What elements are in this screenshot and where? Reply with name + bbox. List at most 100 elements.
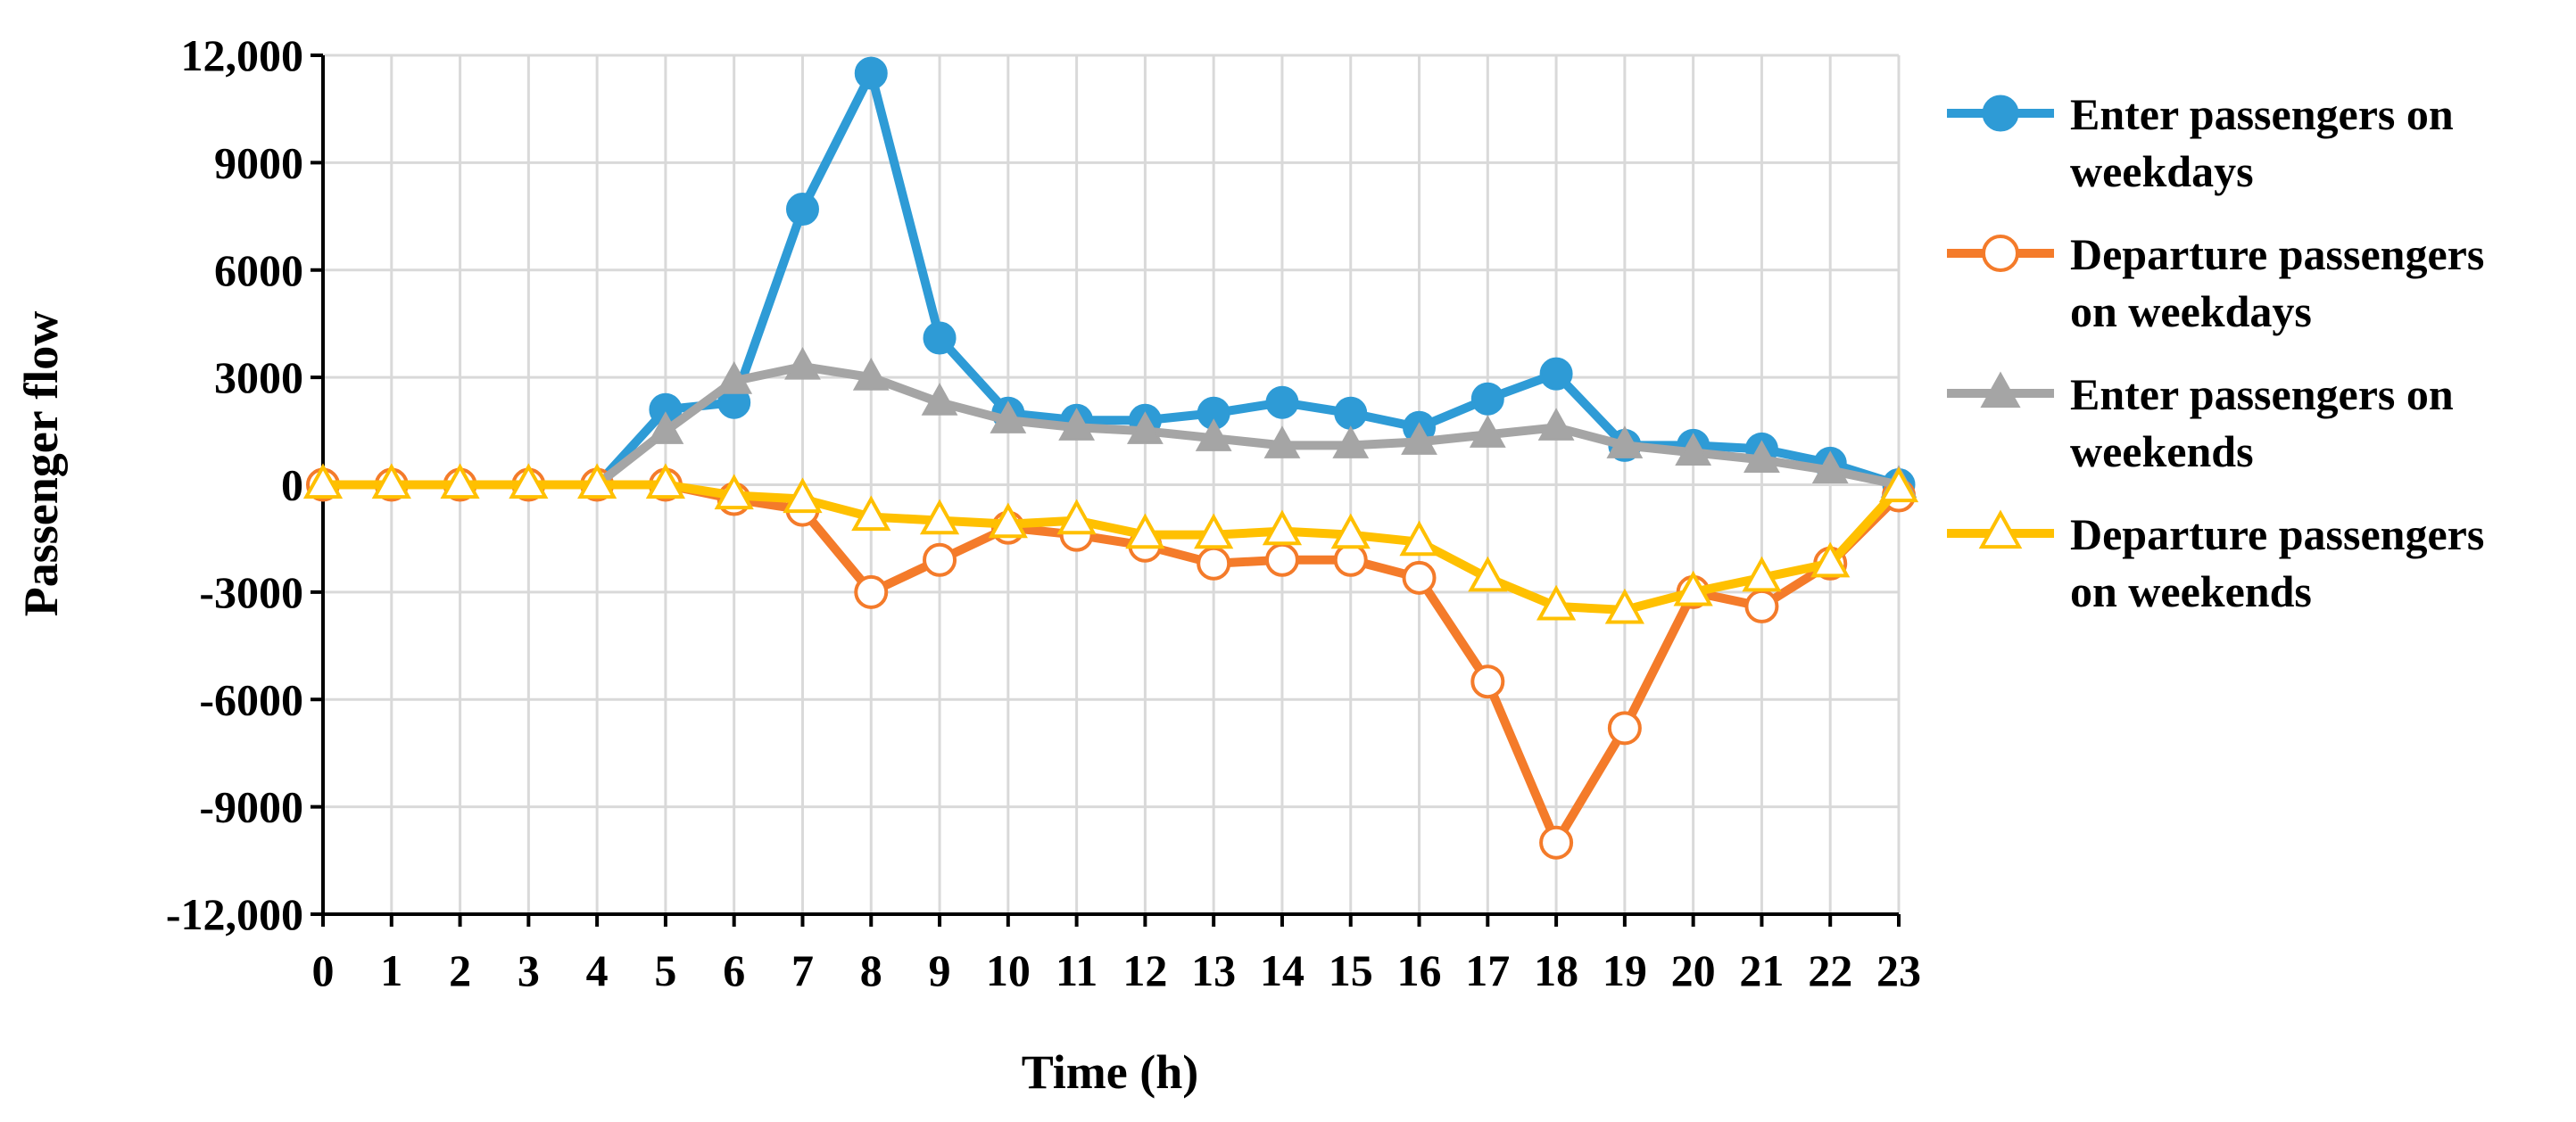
series-line [319,362,1903,490]
data-point [1330,513,1371,549]
x-tick-label: 0 [312,945,335,995]
x-tick-label: 17 [1465,945,1510,995]
data-point [1469,415,1506,448]
legend-entry-3: Enter passengers on weekends [1947,369,2454,476]
data-point [1675,433,1712,466]
x-tick-label: 5 [654,945,676,995]
data-point [851,495,891,532]
legend-marker [1982,235,2019,272]
y-tick-label: -12,000 [166,889,303,939]
data-point [1195,418,1232,451]
x-tick-label: 11 [1056,945,1097,995]
data-point [1399,520,1439,557]
data-point [1744,589,1779,623]
x-tick-label: 23 [1876,945,1921,995]
data-point [1401,422,1437,455]
data-point [1125,513,1165,549]
series-4 [302,463,1919,624]
legend-label: Departure passengers [2070,229,2484,279]
data-point [1333,542,1368,577]
data-point [1334,396,1368,430]
legend-entry-2: Departure passengers on weekdays [1947,229,2484,336]
data-point [1536,584,1577,621]
data-point [716,361,753,394]
data-point [1126,411,1164,444]
x-tick-label: 9 [929,945,951,995]
data-point [919,499,960,535]
series-line [319,480,1903,847]
data-point [1744,440,1780,473]
legend-label: weekends [2070,426,2254,476]
x-tick-label: 2 [449,945,471,995]
y-tick-label: 0 [281,460,303,510]
y-tick-label: -9000 [199,782,303,832]
data-point [854,56,888,90]
data-point [784,347,821,380]
data-point [371,463,411,499]
x-tick-label: 3 [518,945,540,995]
series-line [319,69,1903,490]
y-tick-label: 3000 [214,352,303,402]
x-tick-label: 16 [1397,945,1442,995]
legend-entry-1: Enter passengers on weekdays [1947,89,2454,196]
data-point [1810,541,1851,578]
x-tick-label: 19 [1603,945,1647,995]
x-tick-label: 1 [380,945,402,995]
x-tick-label: 8 [860,945,882,995]
legend-label: on weekdays [2070,286,2312,336]
data-point [921,383,958,416]
y-tick-label: 6000 [214,245,303,295]
x-tick-label: 14 [1260,945,1305,995]
x-tick-label: 7 [791,945,814,995]
data-point [1604,588,1644,624]
data-point [1262,509,1303,546]
data-point [1539,357,1573,391]
data-point [647,411,684,444]
data-point [440,463,480,499]
data-point [1673,570,1713,606]
data-point [990,400,1027,433]
data-point [785,193,819,227]
y-tick-label: -6000 [199,674,303,724]
axes [311,54,1901,927]
data-point [854,574,889,609]
x-tick-label: 4 [586,945,609,995]
x-tick-label: 13 [1191,945,1236,995]
data-point [577,463,617,499]
x-tick-label: 18 [1534,945,1578,995]
data-point [302,463,344,499]
legend-label: weekdays [2070,146,2254,196]
data-point [1742,556,1782,592]
legend-label: Enter passengers on [2070,89,2454,139]
y-tick-label: 9000 [214,137,303,187]
x-tick-label: 12 [1122,945,1167,995]
data-point [783,477,823,514]
legend-entry-4: Departure passengers on weekends [1947,509,2484,616]
data-point [1332,425,1370,458]
data-point [1468,556,1508,592]
legend-marker [1982,95,2019,132]
data-point [1197,546,1231,581]
data-point [645,463,686,499]
data-point [1056,499,1097,535]
x-tick-label: 20 [1671,945,1716,995]
x-tick-labels: 0 1 2 3 4 5 6 7 8 9 10 11 12 13 14 15 16 17 18 19 20 21 22 23 [312,945,1922,995]
x-tick-label: 15 [1329,945,1373,995]
x-tick-label: 21 [1739,945,1784,995]
data-point [852,358,890,391]
series [302,56,1919,860]
y-tick-label: -3000 [199,567,303,617]
legend-label: Enter passengers on [2070,369,2454,419]
x-tick-label: 6 [723,945,745,995]
data-point [1265,385,1299,419]
data-point [1537,408,1575,441]
legend-marker [1980,371,2021,408]
data-point [923,542,957,577]
data-point [923,321,957,355]
data-point [1402,560,1437,595]
legend: Enter passengers on weekdays Departure pas… [1947,89,2484,616]
data-point [714,474,754,510]
x-tick-label: 22 [1808,945,1852,995]
data-point [1878,466,1919,503]
